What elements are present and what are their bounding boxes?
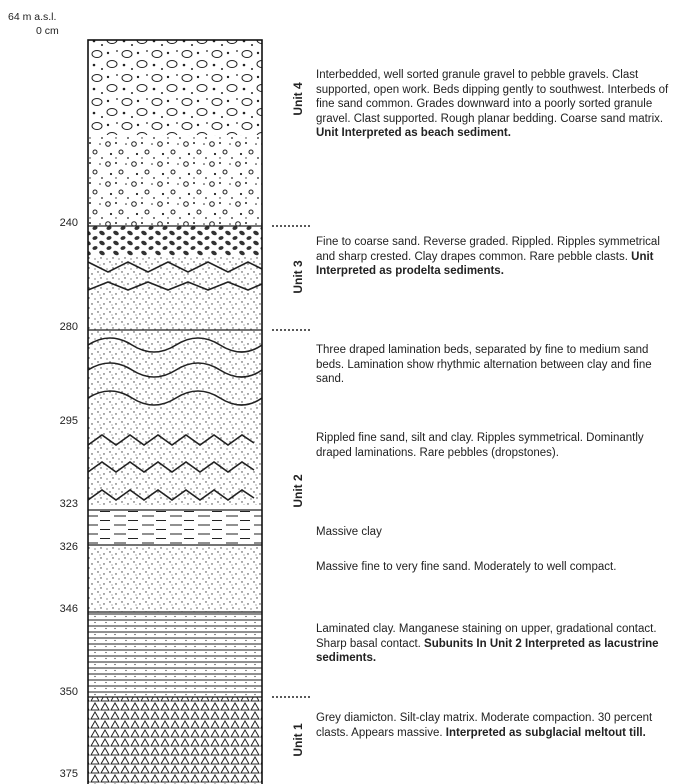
description: Laminated clay. Manganese staining on up… xyxy=(316,622,678,666)
description: Grey diamicton. Silt-clay matrix. Modera… xyxy=(316,711,678,740)
depth-label: 375 xyxy=(38,768,78,780)
description-text: Rippled fine sand, silt and clay. Ripple… xyxy=(316,432,644,459)
interpretation: Unit Interpreted as beach sediment. xyxy=(316,127,511,139)
unit-label: Unit 1 xyxy=(291,710,305,770)
description: Massive fine to very fine sand. Moderate… xyxy=(316,560,678,575)
depth-label: 240 xyxy=(38,217,78,229)
description-text: Interbedded, well sorted granule gravel … xyxy=(316,69,668,125)
description: Rippled fine sand, silt and clay. Ripple… xyxy=(316,431,678,460)
unit-label: Unit 2 xyxy=(291,461,305,521)
depth-label: 326 xyxy=(38,541,78,553)
description-text: Fine to coarse sand. Reverse graded. Rip… xyxy=(316,236,660,263)
description-text: Three draped lamination beds, separated … xyxy=(316,344,652,385)
unit-label: Unit 4 xyxy=(291,69,305,129)
description-text: Massive clay xyxy=(316,526,382,538)
description: Fine to coarse sand. Reverse graded. Rip… xyxy=(316,235,678,279)
depth-label: 280 xyxy=(38,321,78,333)
top-depth: 0 cm xyxy=(36,24,59,39)
layers xyxy=(88,40,312,784)
description: Massive clay xyxy=(316,525,678,540)
description-text: Massive fine to very fine sand. Moderate… xyxy=(316,561,616,573)
page: 64 m a.s.l. 0 cm 240 280 295 323 326 346… xyxy=(0,0,682,784)
depth-label: 350 xyxy=(38,686,78,698)
description: Interbedded, well sorted granule gravel … xyxy=(316,68,678,141)
unit-label: Unit 3 xyxy=(291,247,305,307)
depth-label: 346 xyxy=(38,603,78,615)
interpretation: Interpreted as subglacial meltout till. xyxy=(446,727,646,739)
description: Three draped lamination beds, separated … xyxy=(316,343,678,387)
depth-label: 295 xyxy=(38,415,78,427)
elevation: 64 m a.s.l. xyxy=(8,10,56,25)
depth-label: 323 xyxy=(38,498,78,510)
